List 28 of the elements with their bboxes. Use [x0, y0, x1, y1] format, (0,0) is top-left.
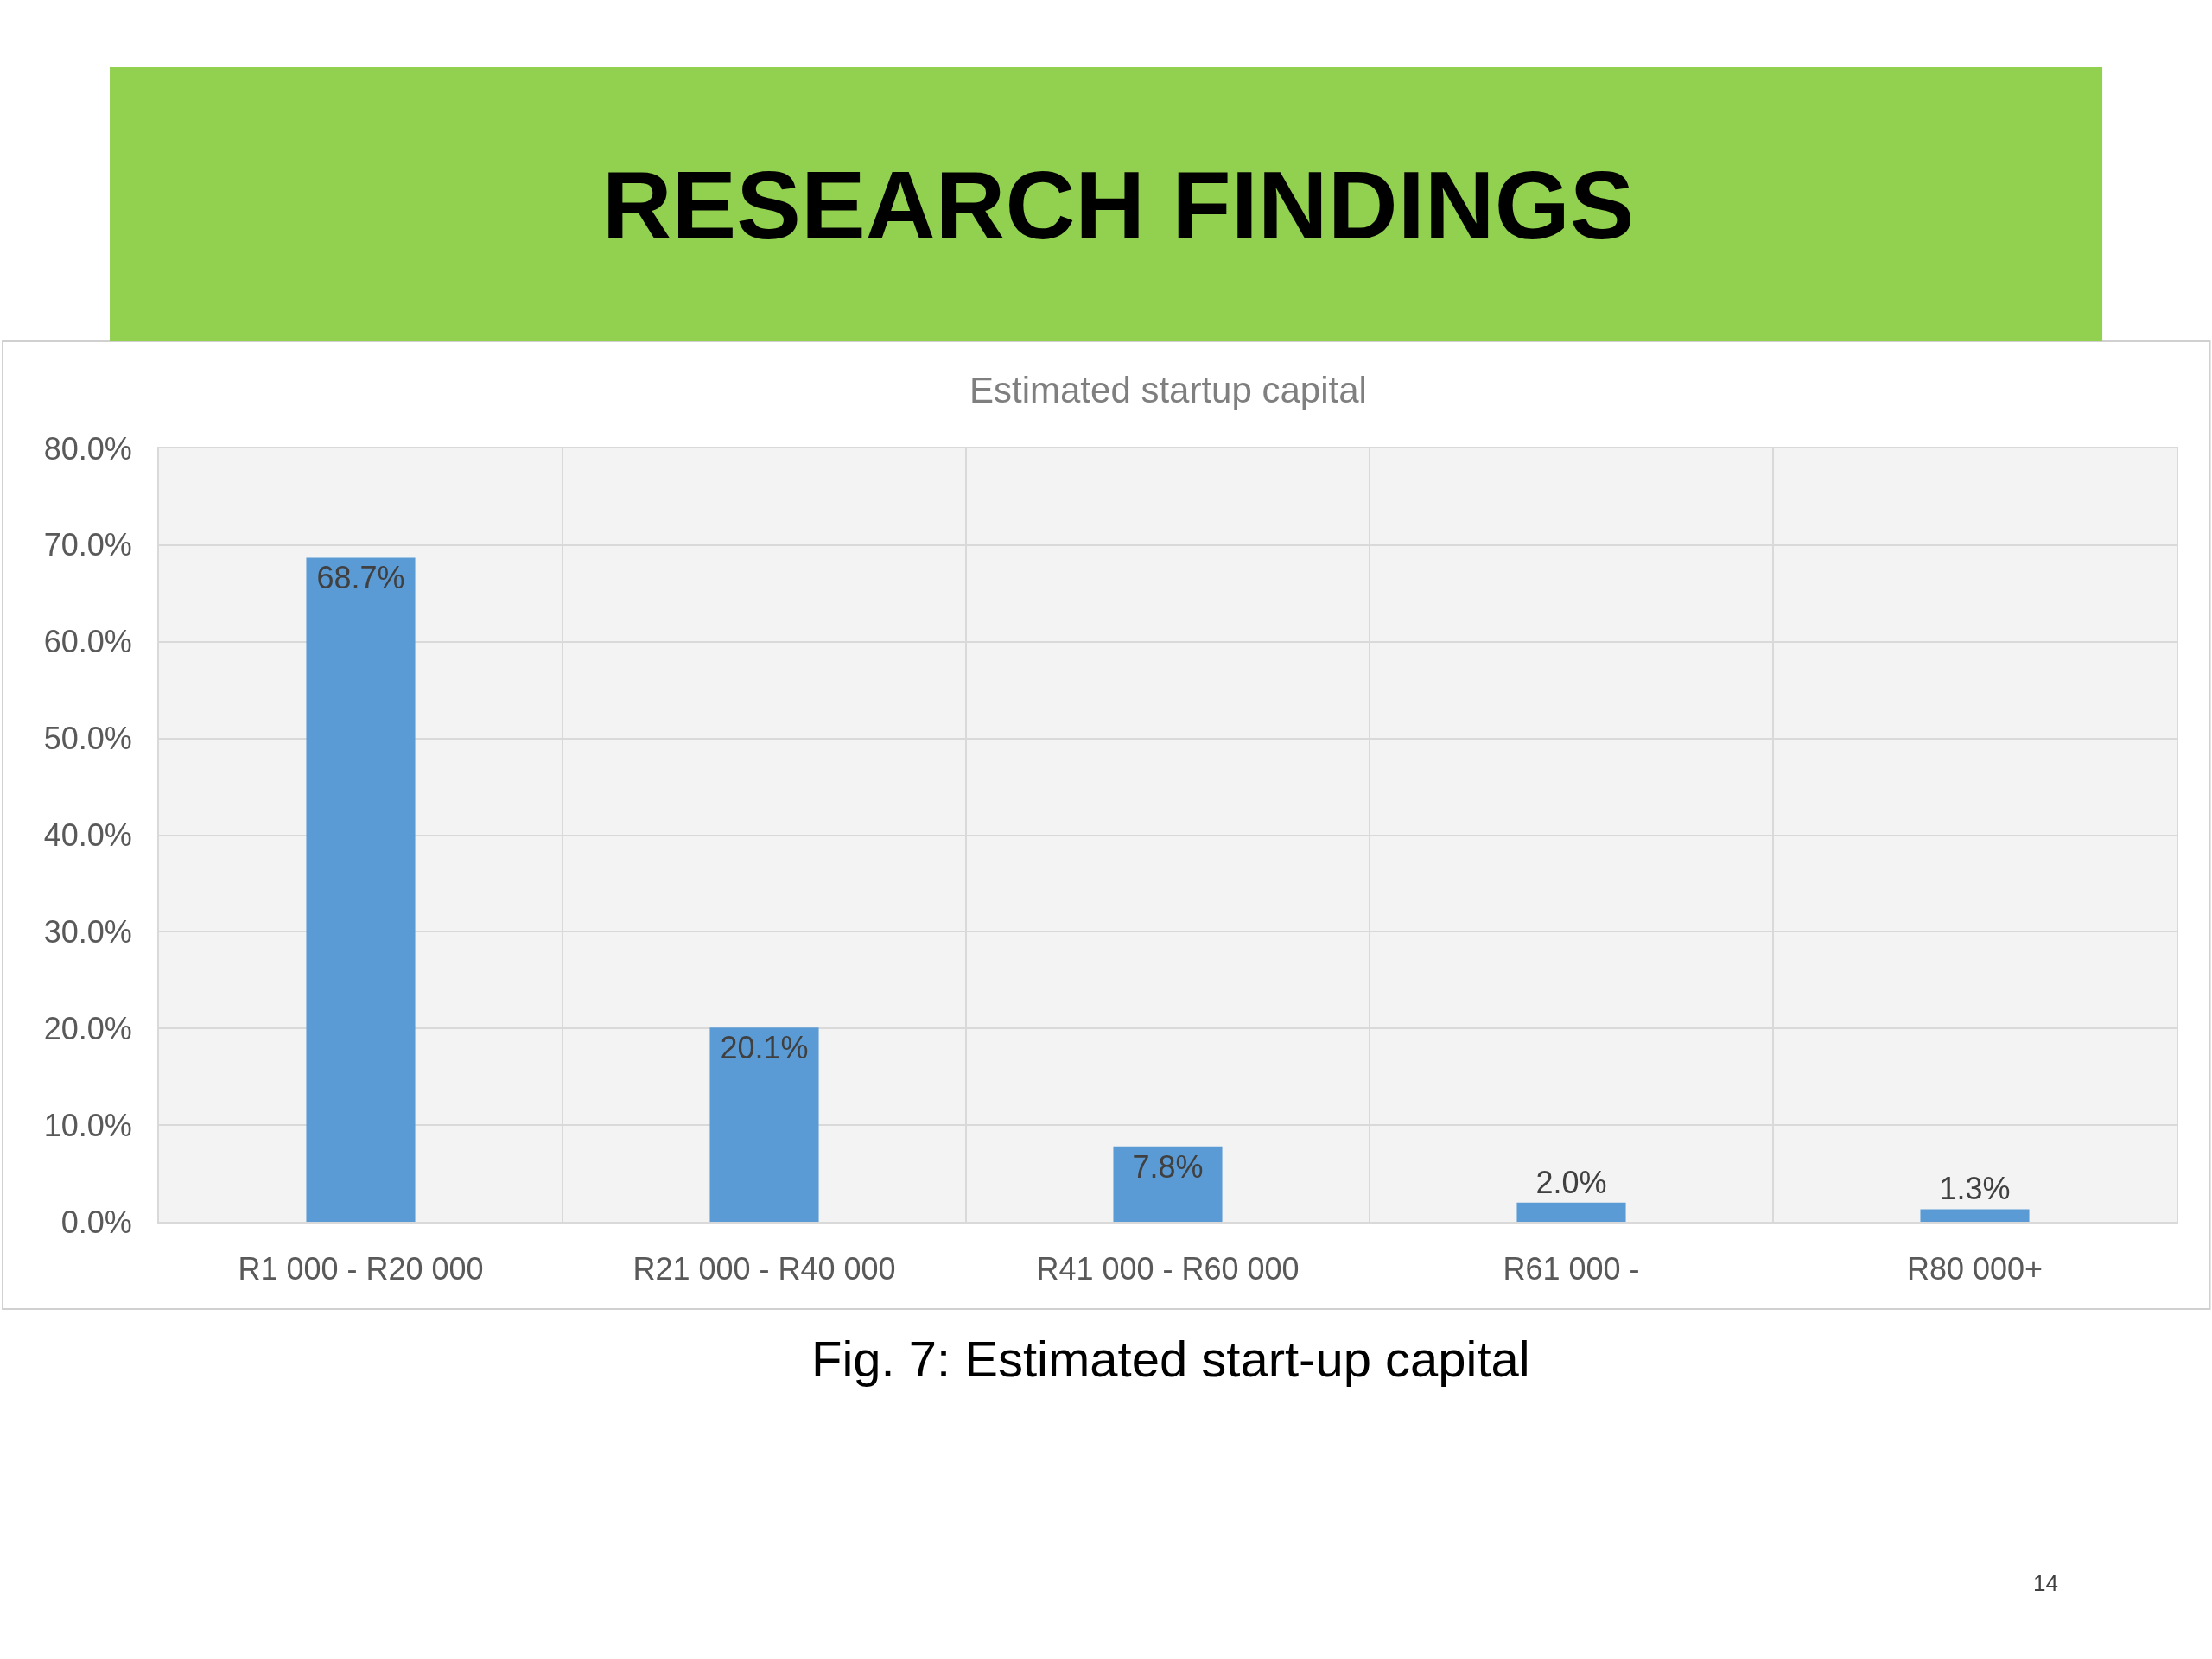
x-tick-label: R61 000 -: [1503, 1251, 1640, 1287]
data-label: 2.0%: [1535, 1164, 1607, 1200]
text: 14: [2033, 1570, 2058, 1596]
y-tick-label: 60.0%: [43, 624, 132, 660]
y-tick-label: 10.0%: [43, 1107, 132, 1143]
chart-title: RESEARCH FINDINGS: [601, 151, 1635, 260]
y-tick-label: 0.0%: [60, 1204, 132, 1240]
bar: [1113, 1146, 1223, 1222]
x-tick-label: R41 000 - R60 000: [1036, 1251, 1300, 1287]
data-label: 68.7%: [316, 560, 405, 596]
x-tick-label: R1 000 - R20 000: [238, 1251, 484, 1287]
y-tick-label: 80.0%: [43, 430, 132, 467]
data-label: 7.8%: [1132, 1148, 1204, 1185]
data-label: 1.3%: [1939, 1171, 2011, 1207]
x-tick-label: R80 000+: [1906, 1251, 2044, 1287]
bar: [1920, 1209, 2030, 1222]
caption: Fig. 7: Estimated start-up capital: [811, 1331, 1530, 1387]
y-tick-label: 40.0%: [43, 817, 132, 854]
y-tick-label: 50.0%: [43, 721, 132, 757]
bar: [306, 557, 416, 1222]
data-label: 20.1%: [720, 1030, 809, 1066]
y-tick-label: 30.0%: [43, 913, 132, 950]
chart-subtitle: Estimated startup capital: [969, 370, 1367, 410]
bar: [709, 1027, 819, 1222]
bar: [1516, 1202, 1626, 1222]
x-tick-label: R21 000 - R40 000: [632, 1251, 896, 1287]
y-tick-label: 70.0%: [43, 527, 132, 563]
y-tick-label: 20.0%: [43, 1010, 132, 1046]
